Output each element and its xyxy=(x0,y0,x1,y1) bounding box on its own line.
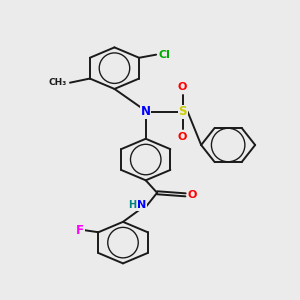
Text: O: O xyxy=(178,131,188,142)
Text: O: O xyxy=(188,190,197,200)
Text: CH₃: CH₃ xyxy=(49,78,67,87)
Text: H: H xyxy=(128,200,136,210)
Text: S: S xyxy=(178,105,187,118)
Text: Cl: Cl xyxy=(158,50,170,60)
Text: N: N xyxy=(137,200,146,210)
Text: F: F xyxy=(76,224,84,237)
Text: N: N xyxy=(141,105,151,118)
Text: O: O xyxy=(178,82,188,92)
